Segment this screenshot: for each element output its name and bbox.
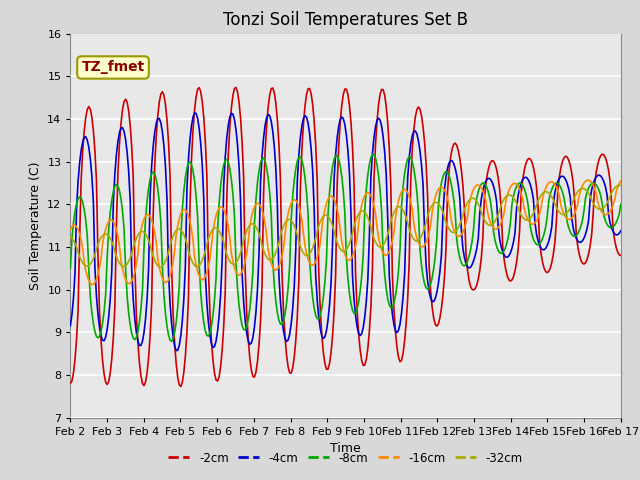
- -32cm: [588, 197, 595, 203]
- Y-axis label: Soil Temperature (C): Soil Temperature (C): [29, 161, 42, 290]
- -16cm: [585, 177, 593, 183]
- -4cm: [310, 206, 318, 212]
- -2cm: [310, 118, 318, 124]
- -2cm: [134, 339, 141, 345]
- -32cm: [134, 232, 141, 238]
- -4cm: [134, 338, 141, 344]
- -16cm: [232, 269, 240, 275]
- -4cm: [67, 323, 74, 328]
- Line: -2cm: -2cm: [70, 87, 621, 386]
- -2cm: [232, 84, 240, 90]
- -8cm: [260, 155, 268, 161]
- Title: Tonzi Soil Temperatures Set B: Tonzi Soil Temperatures Set B: [223, 11, 468, 29]
- -2cm: [67, 381, 74, 386]
- -32cm: [308, 245, 316, 251]
- -8cm: [250, 222, 258, 228]
- -16cm: [617, 178, 625, 184]
- Line: -4cm: -4cm: [70, 113, 621, 350]
- -4cm: [617, 228, 625, 234]
- -8cm: [308, 294, 316, 300]
- -32cm: [232, 260, 240, 265]
- -2cm: [252, 370, 260, 375]
- Legend: -2cm, -4cm, -8cm, -16cm, -32cm: -2cm, -4cm, -8cm, -16cm, -32cm: [163, 447, 528, 469]
- -4cm: [234, 142, 241, 148]
- -16cm: [88, 282, 96, 288]
- -2cm: [617, 252, 625, 258]
- -4cm: [589, 181, 597, 187]
- -4cm: [172, 348, 180, 353]
- -32cm: [616, 182, 623, 188]
- Text: TZ_fmet: TZ_fmet: [81, 60, 145, 74]
- -4cm: [191, 110, 198, 116]
- Line: -8cm: -8cm: [70, 155, 621, 341]
- -8cm: [617, 202, 625, 207]
- -32cm: [260, 248, 268, 253]
- -16cm: [136, 236, 143, 242]
- -8cm: [369, 152, 376, 157]
- -2cm: [589, 210, 597, 216]
- -32cm: [617, 182, 625, 188]
- -16cm: [250, 204, 258, 210]
- -2cm: [261, 149, 269, 155]
- -8cm: [134, 329, 141, 335]
- -16cm: [67, 227, 74, 233]
- -2cm: [234, 89, 241, 95]
- -32cm: [67, 234, 74, 240]
- Line: -32cm: -32cm: [70, 185, 621, 267]
- -8cm: [168, 338, 175, 344]
- -4cm: [261, 122, 269, 128]
- -16cm: [589, 182, 597, 188]
- -16cm: [308, 263, 316, 268]
- Line: -16cm: -16cm: [70, 180, 621, 285]
- -32cm: [250, 222, 258, 228]
- -8cm: [589, 180, 597, 186]
- -16cm: [260, 213, 268, 219]
- -8cm: [232, 260, 240, 266]
- -32cm: [157, 264, 164, 270]
- -8cm: [67, 265, 74, 271]
- X-axis label: Time: Time: [330, 442, 361, 455]
- -4cm: [252, 309, 260, 315]
- -2cm: [177, 384, 184, 389]
